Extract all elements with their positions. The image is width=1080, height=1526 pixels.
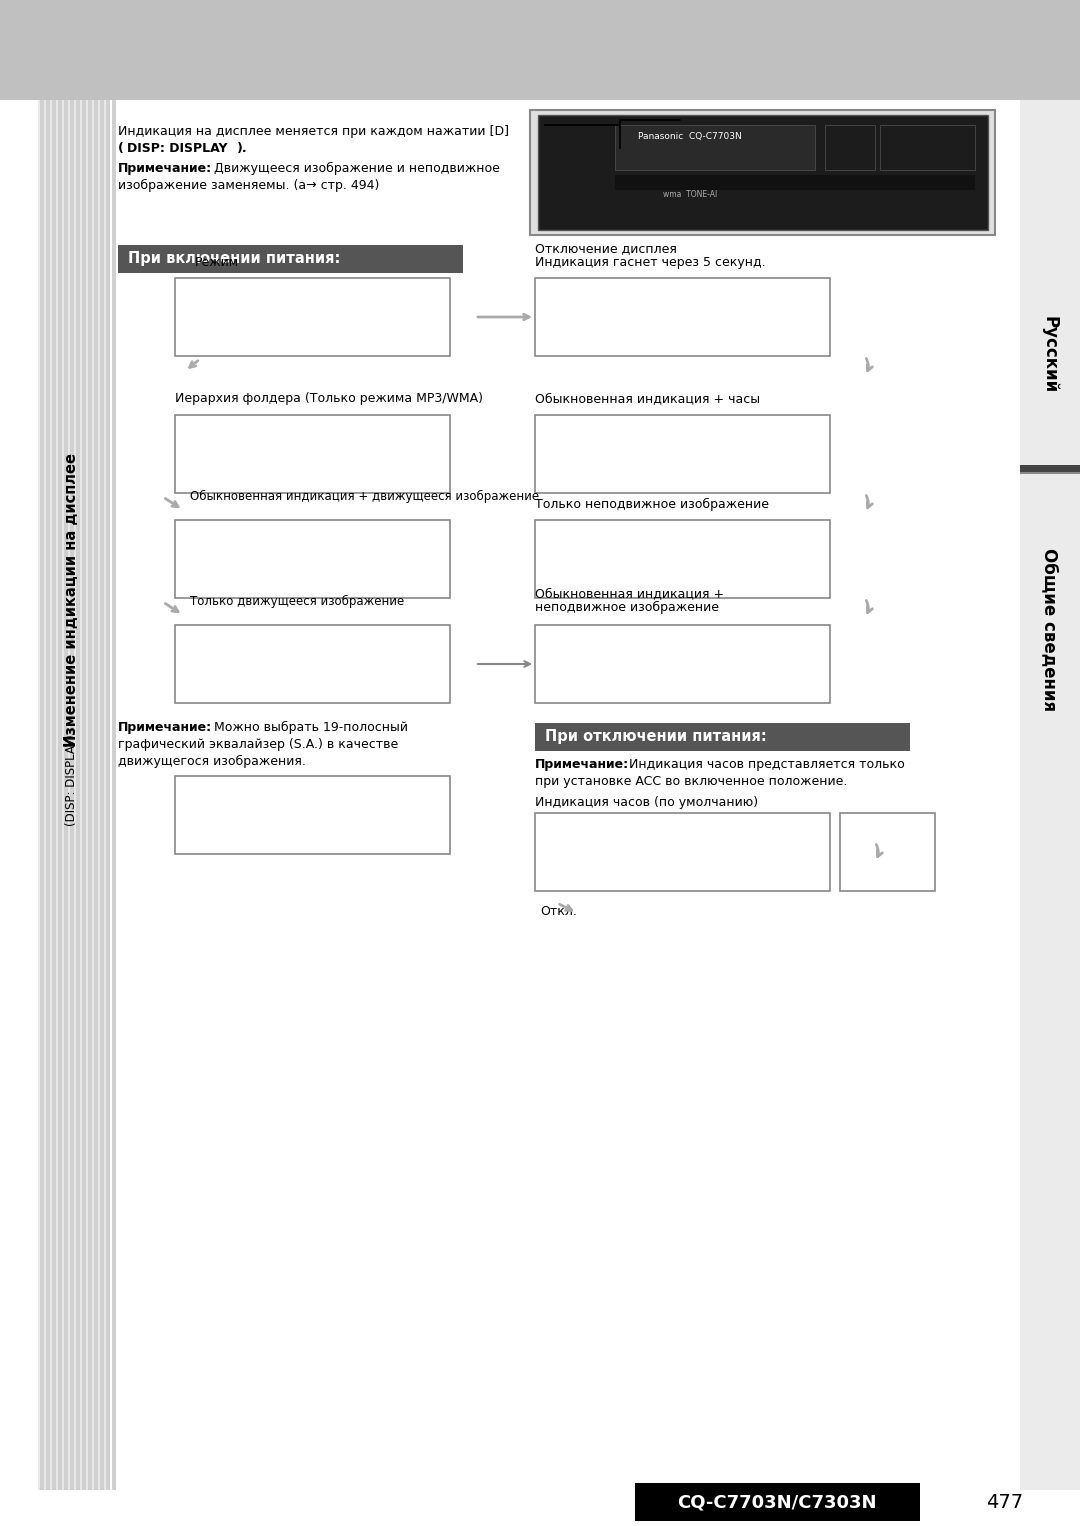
Text: Panasonic  CQ-C7703N: Panasonic CQ-C7703N [638,133,742,140]
Text: ).: ). [237,142,247,156]
Bar [64,101,68,1489]
Text: при установке ACC во включенное положение.: при установке ACC во включенное положени… [535,775,848,787]
Text: 477: 477 [986,1492,1024,1511]
Bar [615,125,815,169]
Bar [100,101,104,1489]
Text: движущегося изображения.: движущегося изображения. [118,755,306,768]
Bar [1020,472,1080,475]
Bar [535,626,831,703]
Bar [175,415,450,493]
Text: CQ-C7703N/C7303N: CQ-C7703N/C7303N [677,1492,877,1511]
Text: DISP: DISPLAY: DISP: DISPLAY [127,142,228,156]
Text: Откл.: Откл. [540,905,577,919]
Text: При отключении питания:: При отключении питания: [545,729,767,745]
Text: неподвижное изображение: неподвижное изображение [535,601,719,613]
Text: Только неподвижное изображение: Только неподвижное изображение [535,497,769,511]
Bar [175,777,450,855]
Bar [112,101,116,1489]
Bar [106,101,110,1489]
Text: Индикация часов представляется только: Индикация часов представляется только [625,758,905,771]
Bar [52,101,56,1489]
Text: графический эквалайзер (S.A.) в качестве: графический эквалайзер (S.A.) в качестве [118,739,399,751]
Bar [1020,465,1080,472]
Text: Режим: Режим [195,256,240,269]
Bar [840,813,935,891]
Bar [118,246,463,273]
Bar [175,278,450,356]
Bar [535,415,831,493]
Bar [535,813,831,891]
Bar [175,626,450,703]
Text: Движущееся изображение и неподвижное: Движущееся изображение и неподвижное [210,162,500,175]
Bar [880,125,975,169]
Text: Иерархия фолдера (Только режима MP3/WMA): Иерархия фолдера (Только режима MP3/WMA) [175,392,483,404]
Bar [87,101,92,1489]
Text: Общие сведения: Общие сведения [1041,548,1059,711]
Bar [82,101,86,1489]
Text: wma  TONE-Al: wma TONE-Al [663,191,717,198]
Bar [38,101,110,1489]
Bar [70,101,75,1489]
Bar [58,101,62,1489]
Bar [0,0,1080,101]
Text: При включении питания:: При включении питания: [129,252,340,267]
Bar [635,1483,920,1521]
Text: Обыкновенная индикация + движущееся изображение: Обыкновенная индикация + движущееся изоб… [190,490,539,504]
Circle shape [553,150,597,194]
Circle shape [546,143,603,200]
Text: Индикация на дисплее меняется при каждом нажатии [D]: Индикация на дисплее меняется при каждом… [118,125,509,137]
Bar [615,175,975,191]
Text: Примечание:: Примечание: [118,720,212,734]
Bar [825,125,875,169]
Bar [535,520,831,598]
Bar [535,723,910,751]
Bar [1020,101,1080,1489]
Text: Индикация гаснет через 5 секунд.: Индикация гаснет через 5 секунд. [535,256,766,269]
Text: Примечание:: Примечание: [118,162,212,175]
Text: изображение заменяемы. (а→ стр. 494): изображение заменяемы. (а→ стр. 494) [118,179,379,192]
Bar [76,101,80,1489]
Bar [40,101,44,1489]
Text: (DISP: DISPLAY): (DISP: DISPLAY) [66,734,79,826]
Text: Только движущееся изображение: Только движущееся изображение [190,595,404,607]
Text: Можно выбрать 19-полосный: Можно выбрать 19-полосный [210,720,408,734]
Bar [530,110,995,235]
Text: Отключение дисплея: Отключение дисплея [535,243,677,255]
Text: (: ( [118,142,124,156]
Bar [538,114,988,230]
Bar [535,278,831,356]
Text: Изменение индикации на дисплее: Изменение индикации на дисплее [65,453,80,748]
Text: Индикация часов (по умолчанию): Индикация часов (по умолчанию) [535,797,758,809]
Text: Примечание:: Примечание: [535,758,630,771]
Bar [94,101,98,1489]
Text: Обыкновенная индикация + часы: Обыкновенная индикация + часы [535,392,760,404]
Bar [175,520,450,598]
Text: Русский: Русский [1041,316,1059,394]
Bar [46,101,50,1489]
Text: Обыкновенная индикация +: Обыкновенная индикация + [535,588,724,600]
